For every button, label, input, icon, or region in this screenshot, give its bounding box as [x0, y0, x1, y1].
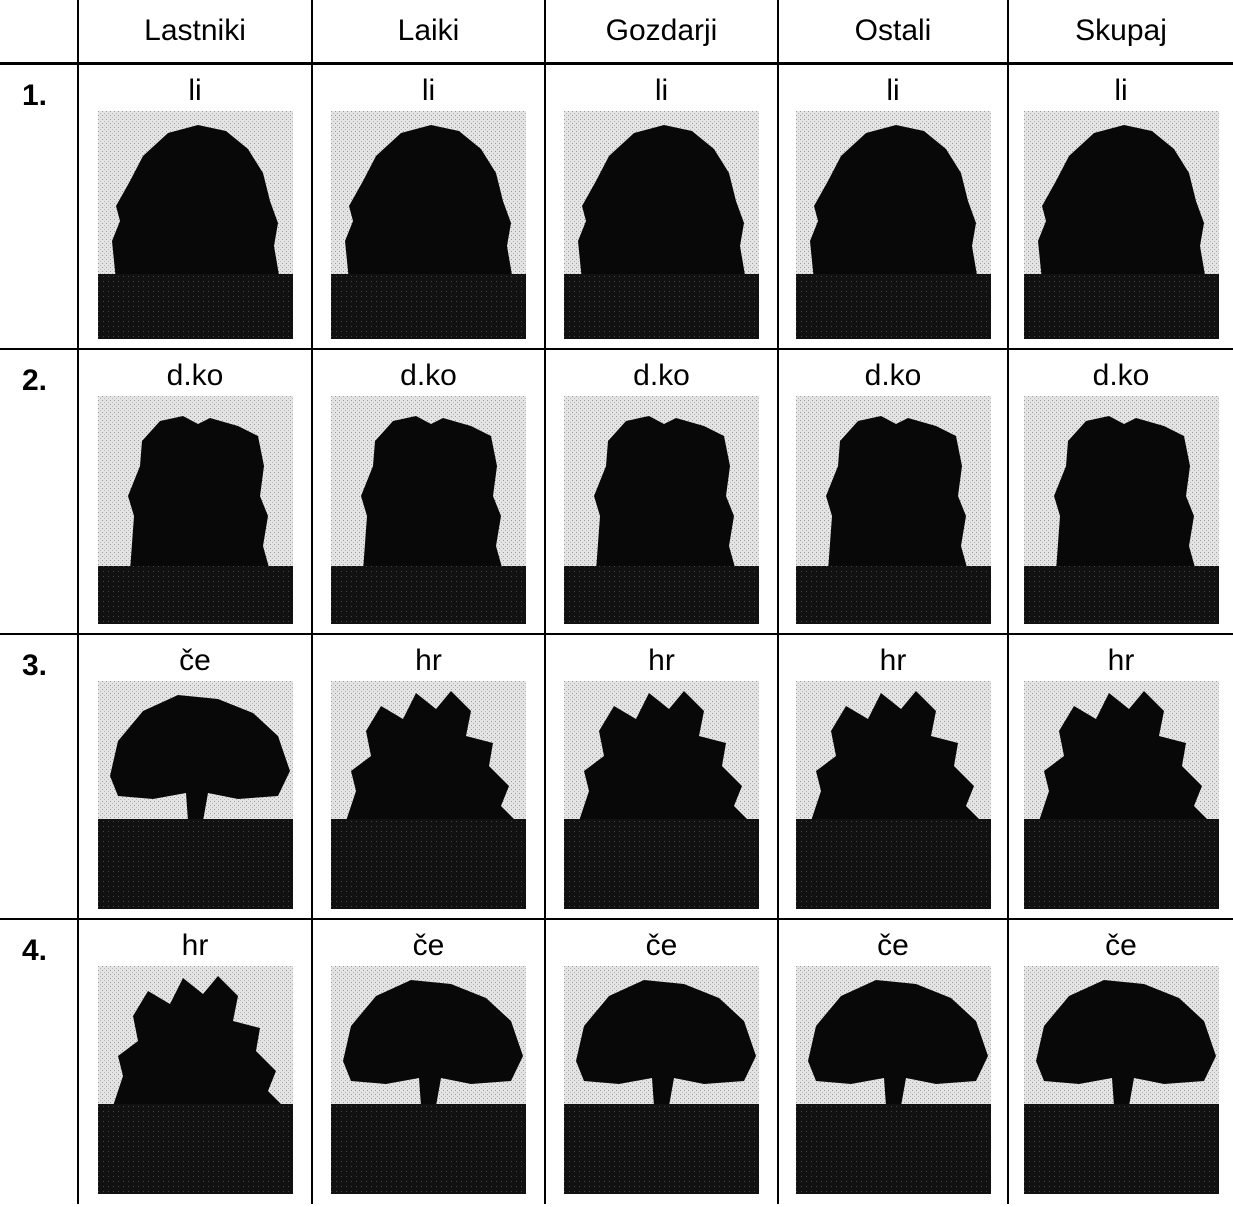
cell: če	[544, 917, 778, 1204]
cell: če	[1007, 917, 1233, 1204]
column-header: Skupaj	[1007, 0, 1233, 65]
tree-image	[1024, 111, 1219, 339]
tree-image	[564, 111, 759, 339]
tree-image	[331, 111, 526, 339]
row-label: 2.	[0, 347, 78, 634]
cell-label: d.ko	[633, 358, 690, 392]
cell-label: hr	[1107, 643, 1135, 677]
cell-label: li	[654, 74, 669, 107]
tree-image	[1024, 396, 1219, 624]
tree-image	[1024, 681, 1219, 909]
cell: če	[77, 632, 312, 919]
column-header: Gozdarji	[544, 0, 778, 65]
tree-image	[564, 966, 759, 1194]
tree-image	[796, 111, 991, 339]
tree-image	[331, 681, 526, 909]
row-label: 1.	[0, 62, 78, 349]
tree-image	[331, 396, 526, 624]
cell: hr	[1007, 632, 1233, 919]
cell-label: če	[179, 643, 211, 677]
cell: li	[777, 62, 1008, 349]
tree-image	[98, 966, 293, 1194]
cell: če	[777, 917, 1008, 1204]
cell-label: li	[421, 74, 436, 107]
cell-label: d.ko	[864, 358, 922, 392]
table-row: 2. d.ko d.ko d.ko d.ko d.ko	[0, 347, 1233, 634]
cell-label: hr	[648, 643, 675, 677]
cell-label: d.ko	[166, 358, 224, 392]
tree-image	[98, 681, 293, 909]
cell-label: hr	[181, 928, 209, 962]
cell: d.ko	[311, 347, 545, 634]
tree-image	[1024, 966, 1219, 1194]
cell: li	[311, 62, 545, 349]
cell-label: d.ko	[1092, 358, 1150, 392]
cell: d.ko	[77, 347, 312, 634]
cell: hr	[77, 917, 312, 1204]
header-row: Lastniki Laiki Gozdarji Ostali Skupaj	[0, 0, 1233, 65]
tree-image	[796, 681, 991, 909]
cell-label: če	[877, 928, 909, 962]
cell-label: če	[1105, 928, 1137, 962]
cell: d.ko	[1007, 347, 1233, 634]
column-header: Laiki	[311, 0, 545, 65]
row-label: 4.	[0, 917, 78, 1204]
cell: hr	[777, 632, 1008, 919]
cell: d.ko	[777, 347, 1008, 634]
tree-image	[98, 111, 293, 339]
table-body: 1. li li li li li 2. d.ko d.ko d.ko d.ko d.ko 3. če hr…	[0, 62, 1233, 1204]
cell: d.ko	[544, 347, 778, 634]
cell-label: če	[645, 928, 678, 962]
cell-label: li	[886, 74, 900, 107]
corner	[0, 0, 78, 65]
tree-image	[796, 396, 991, 624]
cell: li	[544, 62, 778, 349]
cell: li	[1007, 62, 1233, 349]
column-header: Lastniki	[77, 0, 312, 65]
cell-label: li	[1114, 74, 1128, 107]
cell-label: hr	[879, 643, 907, 677]
tree-image	[796, 966, 991, 1194]
cell: hr	[544, 632, 778, 919]
column-header: Ostali	[777, 0, 1008, 65]
table-row: 3. če hr hr hr hr	[0, 632, 1233, 919]
cell: hr	[311, 632, 545, 919]
cell-label: hr	[415, 643, 442, 677]
cell: li	[77, 62, 312, 349]
tree-image	[564, 396, 759, 624]
tree-image	[564, 681, 759, 909]
cell-label: li	[188, 74, 202, 107]
tree-image	[98, 396, 293, 624]
tree-image	[331, 966, 526, 1194]
cell-label: d.ko	[400, 358, 457, 392]
row-label: 3.	[0, 632, 78, 919]
table-row: 4. hr če če če če	[0, 917, 1233, 1204]
cell-label: če	[412, 928, 445, 962]
table-row: 1. li li li li li	[0, 62, 1233, 349]
cell: če	[311, 917, 545, 1204]
